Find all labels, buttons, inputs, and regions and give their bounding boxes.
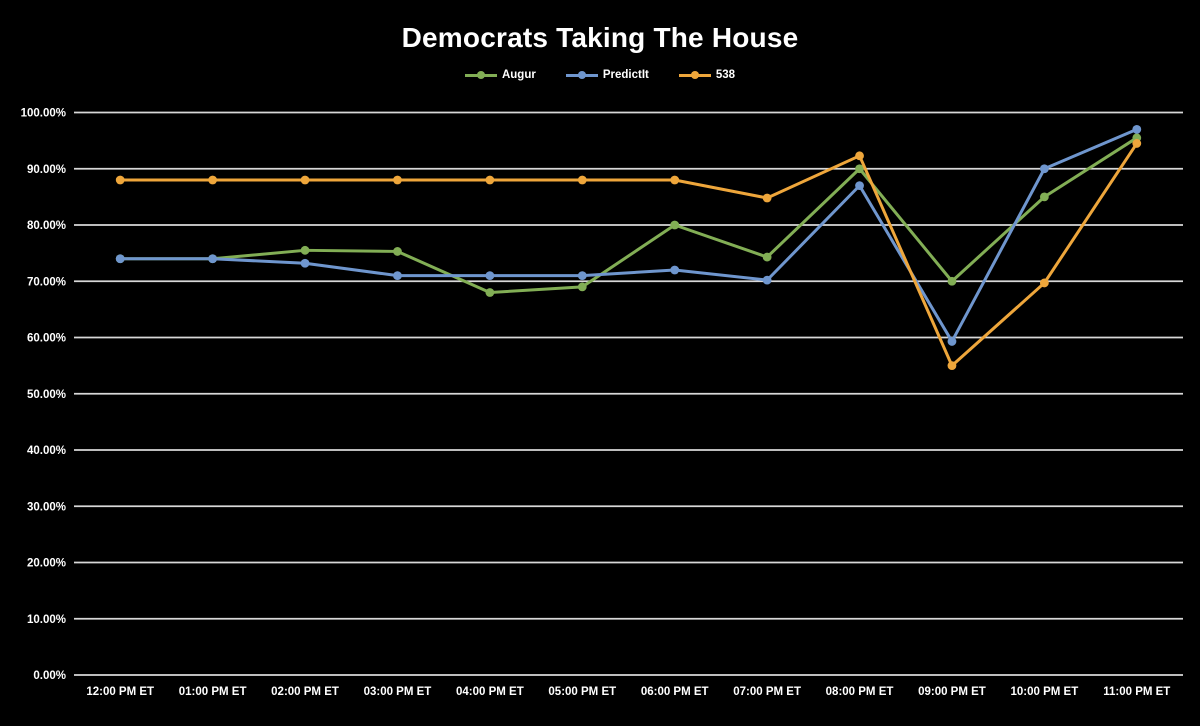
legend-line-marker-icon xyxy=(678,71,711,80)
y-axis-tick-label: 60.00% xyxy=(27,333,66,345)
legend-label-predictit: PredictIt xyxy=(602,69,649,81)
y-axis-tick-label: 50.00% xyxy=(27,389,66,401)
y-axis-tick-label: 80.00% xyxy=(27,220,66,232)
data-point-538 xyxy=(1132,139,1142,148)
data-point-predictit xyxy=(115,254,125,264)
data-point-predictit xyxy=(762,275,772,285)
chart-legend: Augur PredictIt 538 xyxy=(0,69,1200,81)
data-point-538 xyxy=(762,193,772,203)
data-point-538 xyxy=(855,151,864,161)
legend-item-augur: Augur xyxy=(464,69,536,81)
x-axis-tick-label: 04:00 PM ET xyxy=(456,686,524,698)
data-point-538 xyxy=(208,175,218,185)
data-point-538 xyxy=(670,175,680,185)
series-line-augur xyxy=(118,136,1139,294)
data-point-predictit xyxy=(670,265,680,275)
x-axis-tick-label: 03:00 PM ET xyxy=(364,686,432,698)
data-point-predictit xyxy=(300,258,310,268)
y-axis-tick-label: 100.00% xyxy=(21,108,66,120)
data-point-augur xyxy=(577,282,587,292)
legend-item-538: 538 xyxy=(678,69,736,81)
data-point-augur xyxy=(1039,192,1049,202)
y-axis-tick-label: 10.00% xyxy=(27,614,66,626)
x-axis-tick-label: 12:00 PM ET xyxy=(86,686,154,698)
x-axis-tick-label: 09:00 PM ET xyxy=(918,686,986,698)
data-point-538 xyxy=(115,175,125,185)
data-point-predictit xyxy=(577,271,587,281)
x-axis-tick-label: 06:00 PM ET xyxy=(641,686,709,698)
data-point-538 xyxy=(300,175,310,185)
x-axis-tick-label: 11:00 PM ET xyxy=(1103,686,1170,698)
series-line-538 xyxy=(118,141,1139,368)
data-point-538 xyxy=(1039,278,1049,288)
data-point-predictit xyxy=(1039,164,1049,174)
y-axis-tick-label: 70.00% xyxy=(27,276,66,288)
legend-item-predictit: PredictIt xyxy=(565,69,649,81)
data-point-augur xyxy=(300,245,310,255)
data-point-538 xyxy=(485,175,495,185)
data-point-predictit xyxy=(208,254,218,264)
data-point-predictit xyxy=(393,271,402,281)
data-point-predictit xyxy=(947,337,957,346)
x-axis-tick-label: 07:00 PM ET xyxy=(733,686,801,698)
data-point-predictit xyxy=(485,271,495,281)
chart-title: Democrats Taking The House xyxy=(401,22,799,53)
series-line-predictit xyxy=(118,127,1139,343)
y-axis-tick-label: 40.00% xyxy=(27,445,66,457)
legend-label-augur: Augur xyxy=(501,69,536,81)
data-point-augur xyxy=(670,220,680,230)
data-point-augur xyxy=(855,164,864,174)
data-point-538 xyxy=(577,175,587,185)
legend-label-538: 538 xyxy=(715,69,736,81)
data-point-augur xyxy=(393,247,402,256)
data-point-augur xyxy=(947,276,957,286)
data-point-predictit xyxy=(1132,124,1142,134)
data-point-538 xyxy=(393,175,402,185)
x-axis-tick-label: 02:00 PM ET xyxy=(271,686,339,698)
data-point-augur xyxy=(485,288,495,297)
data-point-predictit xyxy=(855,181,864,191)
data-point-538 xyxy=(947,361,957,371)
data-point-augur xyxy=(762,252,772,262)
y-axis-tick-label: 0.00% xyxy=(33,670,66,682)
y-axis-tick-label: 30.00% xyxy=(27,501,66,513)
y-axis-tick-label: 90.00% xyxy=(27,164,66,176)
legend-line-marker-icon xyxy=(464,71,497,80)
y-axis-tick-label: 20.00% xyxy=(27,558,66,570)
legend-line-marker-icon xyxy=(565,71,598,80)
x-axis-tick-label: 08:00 PM ET xyxy=(826,686,894,698)
x-axis-tick-label: 05:00 PM ET xyxy=(548,686,616,698)
x-axis-tick-label: 01:00 PM ET xyxy=(179,686,247,698)
x-axis-tick-label: 10:00 PM ET xyxy=(1011,686,1079,698)
